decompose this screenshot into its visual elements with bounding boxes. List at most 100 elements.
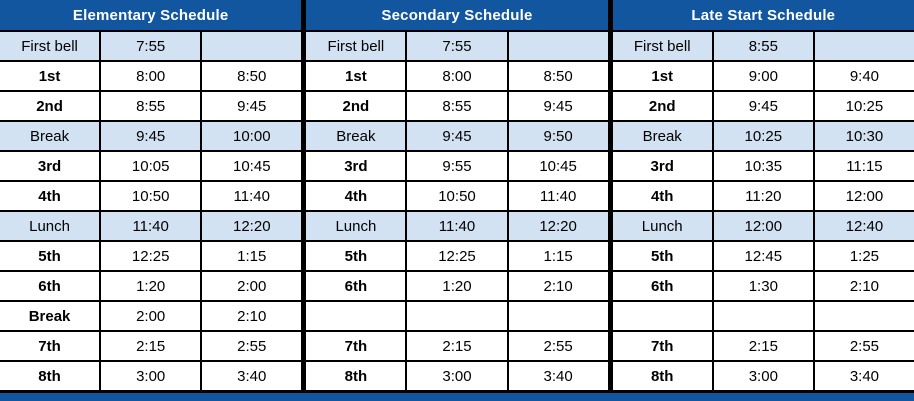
end-time-cell: 8:50 bbox=[506, 62, 608, 90]
start-time-cell: 2:15 bbox=[99, 332, 200, 360]
end-time-cell: 2:55 bbox=[506, 332, 608, 360]
table-divider bbox=[301, 0, 307, 390]
end-time-cell: 11:40 bbox=[200, 182, 301, 210]
schedule-row: 3rd 9:55 10:45 bbox=[306, 150, 608, 180]
schedule-row: First bell 7:55 bbox=[0, 30, 302, 60]
end-time-cell: 12:20 bbox=[200, 212, 301, 240]
schedule-row: 6th 1:20 2:00 bbox=[0, 270, 302, 300]
end-time-cell: 1:25 bbox=[812, 242, 914, 270]
period-label-cell: 2nd bbox=[36, 97, 63, 115]
end-time-cell: 10:30 bbox=[812, 122, 914, 150]
start-time-cell: 12:45 bbox=[711, 242, 813, 270]
end-time-cell bbox=[812, 302, 914, 330]
schedule-row: 7th 2:15 2:55 bbox=[306, 330, 608, 360]
period-label-cell: 3rd bbox=[37, 157, 62, 175]
period-label-cell: 3rd bbox=[650, 157, 674, 175]
period-label-cell: Break bbox=[28, 307, 71, 325]
end-time-cell: 2:10 bbox=[506, 272, 608, 300]
start-time-cell: 11:20 bbox=[711, 182, 813, 210]
period-label-cell: 4th bbox=[650, 187, 674, 205]
start-time-cell: 9:45 bbox=[99, 122, 200, 150]
schedule-row: Lunch 11:40 12:20 bbox=[0, 210, 302, 240]
end-time-cell bbox=[812, 32, 914, 60]
schedule-row: Break 10:25 10:30 bbox=[612, 120, 914, 150]
end-time-cell bbox=[200, 32, 301, 60]
end-time-cell: 2:55 bbox=[200, 332, 301, 360]
schedule-row: 8th 3:00 3:40 bbox=[612, 360, 914, 390]
start-time-cell: 7:55 bbox=[405, 32, 506, 60]
end-time-cell: 2:10 bbox=[812, 272, 914, 300]
period-label-cell bbox=[613, 302, 712, 330]
period-label-cell: 8th bbox=[650, 367, 674, 385]
end-time-cell: 2:00 bbox=[200, 272, 301, 300]
start-time-cell: 10:25 bbox=[711, 122, 813, 150]
start-time-cell: 8:00 bbox=[405, 62, 506, 90]
schedule-row: 4th 10:50 11:40 bbox=[306, 180, 608, 210]
schedule-row: Break 9:45 9:50 bbox=[306, 120, 608, 150]
start-time-cell: 9:55 bbox=[405, 152, 506, 180]
end-time-cell: 2:55 bbox=[812, 332, 914, 360]
schedule-row: 7th 2:15 2:55 bbox=[612, 330, 914, 360]
period-label-cell: 8th bbox=[38, 367, 61, 385]
end-time-cell: 8:50 bbox=[200, 62, 301, 90]
end-time-cell: 12:00 bbox=[812, 182, 914, 210]
start-time-cell: 10:35 bbox=[711, 152, 813, 180]
period-label-cell: First bell bbox=[327, 37, 385, 55]
start-time-cell: 12:25 bbox=[99, 242, 200, 270]
end-time-cell: 12:40 bbox=[812, 212, 914, 240]
period-label-cell: 6th bbox=[344, 277, 368, 295]
schedule-row: 3rd 10:35 11:15 bbox=[612, 150, 914, 180]
start-time-cell: 8:00 bbox=[99, 62, 200, 90]
period-label-cell: 7th bbox=[38, 337, 61, 355]
schedule-row: 6th 1:30 2:10 bbox=[612, 270, 914, 300]
end-time-cell: 3:40 bbox=[812, 362, 914, 390]
end-time-cell: 1:15 bbox=[506, 242, 608, 270]
secondary-schedule-rows: First bell 7:55 1st 8:00 8:50 2nd 8:55 9:45 Brea… bbox=[306, 30, 608, 390]
schedule-row: 1st 8:00 8:50 bbox=[0, 60, 302, 90]
schedule-row: 1st 8:00 8:50 bbox=[306, 60, 608, 90]
period-label-cell: 4th bbox=[38, 187, 61, 205]
elementary-schedule-table: Elementary Schedule First bell 7:55 1st 8:0… bbox=[0, 0, 302, 390]
schedule-tables-container: Elementary Schedule First bell 7:55 1st 8:0… bbox=[0, 0, 914, 390]
start-time-cell: 1:30 bbox=[711, 272, 813, 300]
schedule-row: 8th 3:00 3:40 bbox=[0, 360, 302, 390]
elementary-schedule-title: Elementary Schedule bbox=[0, 0, 302, 30]
end-time-cell: 10:25 bbox=[812, 92, 914, 120]
period-label-cell: 7th bbox=[344, 337, 368, 355]
start-time-cell: 9:00 bbox=[711, 62, 813, 90]
end-time-cell: 1:15 bbox=[200, 242, 301, 270]
period-label-cell: 1st bbox=[345, 67, 367, 85]
period-label-cell: First bell bbox=[633, 37, 691, 55]
start-time-cell: 12:25 bbox=[405, 242, 506, 270]
end-time-cell: 11:15 bbox=[812, 152, 914, 180]
start-time-cell: 10:50 bbox=[99, 182, 200, 210]
schedule-row: 3rd 10:05 10:45 bbox=[0, 150, 302, 180]
period-label-cell: 6th bbox=[38, 277, 61, 295]
period-label-cell: Break bbox=[336, 127, 376, 145]
secondary-schedule-title: Secondary Schedule bbox=[306, 0, 608, 30]
start-time-cell: 8:55 bbox=[711, 32, 813, 60]
schedule-row: 7th 2:15 2:55 bbox=[0, 330, 302, 360]
table-divider bbox=[607, 0, 613, 390]
schedule-row: First bell 8:55 bbox=[612, 30, 914, 60]
period-label-cell: 6th bbox=[650, 277, 674, 295]
end-time-cell: 9:50 bbox=[506, 122, 608, 150]
schedule-row: 5th 12:45 1:25 bbox=[612, 240, 914, 270]
period-label-cell: 5th bbox=[650, 247, 674, 265]
schedule-row bbox=[306, 300, 608, 330]
period-label-cell: First bell bbox=[21, 37, 78, 55]
start-time-cell: 8:55 bbox=[99, 92, 200, 120]
start-time-cell: 7:55 bbox=[99, 32, 200, 60]
end-time-cell: 3:40 bbox=[506, 362, 608, 390]
secondary-schedule-table: Secondary Schedule First bell 7:55 1st 8:00… bbox=[306, 0, 608, 390]
end-time-cell: 2:10 bbox=[200, 302, 301, 330]
end-time-cell: 10:45 bbox=[200, 152, 301, 180]
start-time-cell: 3:00 bbox=[405, 362, 506, 390]
schedule-row: First bell 7:55 bbox=[306, 30, 608, 60]
end-time-cell: 9:45 bbox=[200, 92, 301, 120]
schedule-row: 4th 10:50 11:40 bbox=[0, 180, 302, 210]
start-time-cell: 2:15 bbox=[405, 332, 506, 360]
period-label-cell: Lunch bbox=[641, 217, 683, 235]
start-time-cell: 10:50 bbox=[405, 182, 506, 210]
